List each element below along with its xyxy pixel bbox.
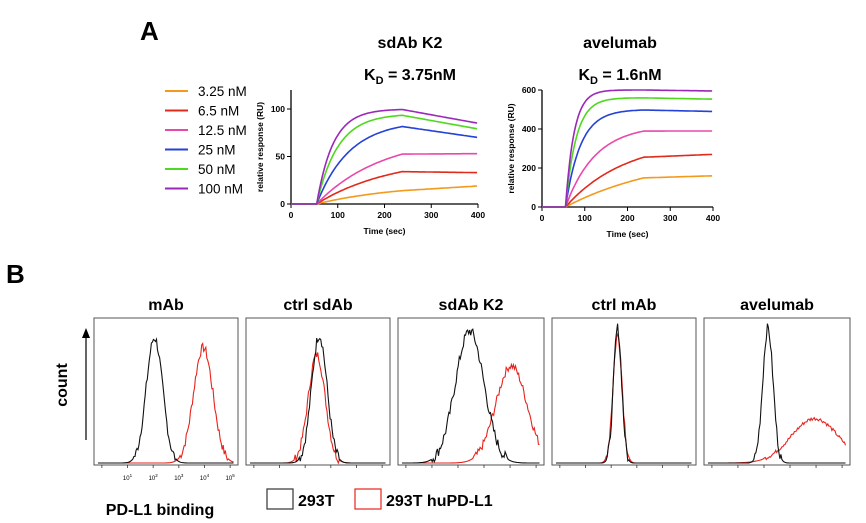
decade-label: 101 (123, 473, 133, 482)
x-axis-title: Time (sec) (607, 229, 649, 239)
x-tick-label: 200 (620, 213, 634, 223)
decade-label: 104 (200, 473, 210, 482)
series-line-50nM (291, 114, 478, 205)
chart-title: sdAb K2 (378, 35, 443, 52)
y-axis-title: relative response (RU) (255, 102, 265, 192)
x-tick-label: 0 (289, 210, 294, 220)
histogram-curve-293t (250, 337, 386, 464)
series-line-65nM (542, 153, 713, 208)
x-tick-label: 100 (578, 213, 592, 223)
legend-label-293t: 293T (298, 493, 335, 510)
histogram-title: ctrl mAb (592, 297, 657, 314)
histogram-frame (93, 317, 239, 466)
legend-label-0: 3.25 nM (198, 84, 247, 99)
y-tick-label: 400 (522, 124, 536, 134)
histogram-curve-293t (556, 323, 692, 464)
histogram-curve-293t (98, 337, 234, 464)
panel-label-b: B (6, 259, 25, 289)
series-line-125nM (291, 152, 478, 205)
legend-label-1: 6.5 nM (198, 104, 239, 119)
histogram-frame (245, 317, 391, 466)
legend-swatch-huPDL1 (354, 488, 382, 510)
series-line-325nM (291, 185, 478, 205)
histogram-title: sdAb K2 (439, 297, 504, 314)
histogram-panel-1: ctrl sdAb (245, 297, 391, 468)
spr-chart-sdab-k2: sdAb K2 KD = 3.75nM 0 100 200 300 400 0 50 100 Tim… (255, 35, 485, 236)
panel-label-a: A (140, 16, 159, 46)
chart-kd: KD = 3.75nM (364, 67, 456, 87)
x-tick-label: 300 (424, 210, 438, 220)
series-line-100nM (291, 108, 478, 205)
cell-legend: 293T 293T huPD-L1 (266, 488, 493, 510)
flow-axis-labels: count PD-L1 binding 101 102 103 104 105 (54, 328, 235, 519)
series-line-25nM (291, 125, 478, 205)
y-tick-label: 50 (276, 152, 286, 162)
histogram-curve-huPDL1 (556, 333, 692, 464)
histogram-title: ctrl sdAb (283, 297, 353, 314)
x-tick-label: 400 (471, 210, 485, 220)
x-tick-label: 400 (706, 213, 720, 223)
histogram-title: mAb (148, 297, 184, 314)
y-tick-label: 200 (522, 163, 536, 173)
concentration-legend: 3.25 nM 6.5 nM 12.5 nM 25 nM 50 nM 100 nM (165, 84, 247, 197)
histogram-curve-293t (402, 328, 540, 464)
spr-chart-avelumab: avelumab KD = 1.6nM 0 100 200 300 400 0 200 400 60… (506, 35, 720, 239)
y-tick-label: 100 (271, 104, 285, 114)
series-line-325nM (542, 175, 713, 208)
y-tick-label: 0 (531, 202, 536, 212)
decade-label: 102 (149, 473, 159, 482)
count-label: count (54, 363, 71, 407)
x-axis-title: Time (sec) (364, 226, 406, 236)
series-line-65nM (291, 170, 478, 205)
pd-l1-binding-label: PD-L1 binding (106, 502, 214, 519)
flow-histograms: mAb ctrl sdAb sdAb K2 ctrl mAb avelumab count… (54, 297, 851, 519)
legend-swatch-293t (266, 488, 294, 510)
histogram-curve-293t (708, 323, 846, 464)
x-tick-label: 300 (663, 213, 677, 223)
legend-label-5: 100 nM (198, 182, 243, 197)
count-arrow-head (82, 328, 90, 338)
histogram-panel-3: ctrl mAb (551, 297, 697, 468)
legend-label-huPDL1: 293T huPD-L1 (386, 493, 493, 510)
histogram-curve-huPDL1 (402, 362, 540, 464)
legend-label-4: 50 nM (198, 162, 236, 177)
legend-label-2: 12.5 nM (198, 123, 247, 138)
series-line-50nM (542, 97, 713, 208)
histogram-curve-huPDL1 (98, 341, 234, 464)
histogram-frame (397, 317, 545, 466)
histogram-panel-4: avelumab (703, 297, 851, 468)
decade-label: 105 (226, 473, 236, 482)
y-tick-label: 0 (280, 199, 285, 209)
x-tick-label: 200 (377, 210, 391, 220)
x-tick-label: 100 (331, 210, 345, 220)
histogram-frame (551, 317, 697, 466)
chart-kd: KD = 1.6nM (578, 67, 661, 87)
histogram-curve-huPDL1 (250, 352, 386, 465)
legend-label-3: 25 nM (198, 143, 236, 158)
y-axis-title: relative response (RU) (506, 103, 516, 193)
histogram-panel-0: mAb (93, 297, 239, 468)
series-line-25nM (542, 109, 713, 208)
histogram-panel-2: sdAb K2 (397, 297, 545, 468)
histogram-title: avelumab (740, 297, 814, 314)
y-tick-label: 600 (522, 85, 536, 95)
series-line-100nM (542, 89, 713, 208)
x-tick-label: 0 (540, 213, 545, 223)
histogram-frame (703, 317, 851, 466)
series-line-125nM (542, 130, 713, 208)
chart-title: avelumab (583, 35, 657, 52)
decade-label: 103 (174, 473, 184, 482)
